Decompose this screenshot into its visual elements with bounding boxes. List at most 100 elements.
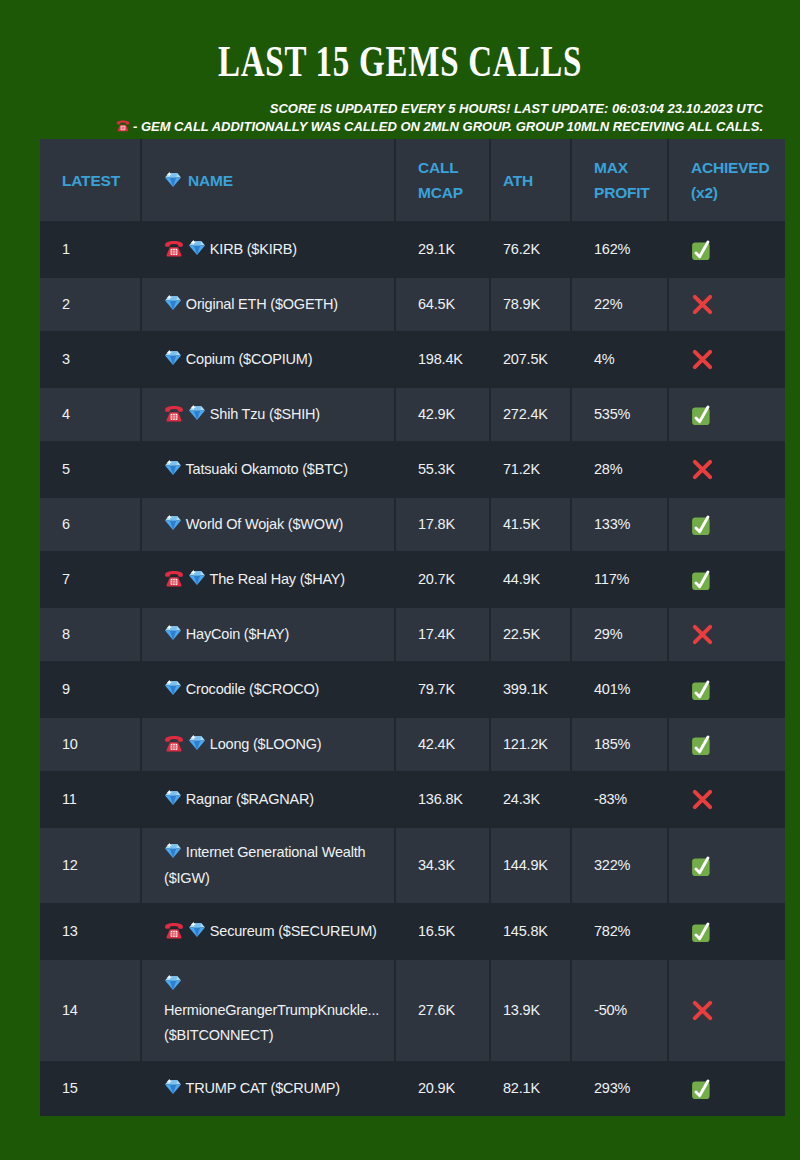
cell-max-profit: 133% — [572, 498, 667, 551]
cell-name: Copium ($COPIUM) — [142, 333, 394, 386]
header-row: LATEST NAME CALL MCAP ATH MAX PROFIT ACH… — [40, 139, 785, 221]
cell-call-mcap: 79.7K — [396, 663, 489, 716]
header-cell-max-profit: MAX PROFIT — [572, 139, 667, 221]
cell-latest: 2 — [40, 278, 140, 331]
check-icon — [691, 1079, 711, 1099]
gem-icon — [164, 171, 182, 189]
table-row: 7 The Real Hay ($HAY) 20.7K 44.9K 117% — [40, 553, 785, 606]
cell-call-mcap: 42.4K — [396, 718, 489, 771]
cell-latest: 11 — [40, 773, 140, 826]
cell-name: HermioneGrangerTrumpKnuckle... ($BITCONN… — [142, 960, 394, 1061]
cell-achieved — [669, 663, 785, 716]
cell-achieved — [669, 443, 785, 496]
cell-latest: 9 — [40, 663, 140, 716]
table-row: 6 World Of Wojak ($WOW) 17.8K 41.5K 133% — [40, 498, 785, 551]
cross-icon — [691, 788, 714, 811]
cell-achieved — [669, 608, 785, 661]
cell-call-mcap: 29.1K — [396, 223, 489, 276]
cell-name: KIRB ($KIRB) — [142, 223, 394, 276]
cell-latest: 15 — [40, 1063, 140, 1116]
header-cell-latest: LATEST — [40, 139, 140, 221]
cell-max-profit: -83% — [572, 773, 667, 826]
cell-name: Internet Generational Wealth ($IGW) — [142, 828, 394, 903]
subtitle-line-1: SCORE IS UPDATED EVERY 5 HOURS! LAST UPD… — [0, 100, 763, 118]
cell-call-mcap: 34.3K — [396, 828, 489, 903]
cell-ath: 145.8K — [491, 905, 570, 958]
cell-latest: 13 — [40, 905, 140, 958]
phone-icon-slot — [116, 119, 133, 134]
check-icon — [691, 856, 711, 876]
cell-name: Original ETH ($OGETH) — [142, 278, 394, 331]
check-icon — [691, 405, 711, 425]
gem-icon — [164, 974, 182, 992]
cell-ath: 78.9K — [491, 278, 570, 331]
phone-icon — [164, 734, 184, 754]
phone-icon — [164, 921, 184, 941]
cell-call-mcap: 42.9K — [396, 388, 489, 441]
check-icon — [691, 240, 711, 260]
check-icon — [691, 515, 711, 535]
table-row: 5 Tatsuaki Okamoto ($BTC) 55.3K 71.2K 28… — [40, 443, 785, 496]
gem-icon — [164, 1078, 182, 1096]
table-row: 3 Copium ($COPIUM) 198.4K 207.5K 4% — [40, 333, 785, 386]
header-cell-achieved: ACHIEVED (x2) — [669, 139, 785, 221]
gem-icon — [164, 349, 182, 367]
cell-name: Tatsuaki Okamoto ($BTC) — [142, 443, 394, 496]
phone-icon — [164, 569, 184, 589]
gem-icon — [188, 239, 206, 257]
cell-call-mcap: 198.4K — [396, 333, 489, 386]
cell-max-profit: 401% — [572, 663, 667, 716]
table-row: 12 Internet Generational Wealth ($IGW) 3… — [40, 828, 785, 903]
cell-call-mcap: 16.5K — [396, 905, 489, 958]
cell-name: World Of Wojak ($WOW) — [142, 498, 394, 551]
cross-icon — [691, 348, 714, 371]
gem-icon — [164, 842, 182, 860]
table-row: 14 HermioneGrangerTrumpKnuckle... ($BITC… — [40, 960, 785, 1061]
cell-max-profit: 4% — [572, 333, 667, 386]
cell-achieved — [669, 553, 785, 606]
cell-max-profit: 535% — [572, 388, 667, 441]
page-title: LAST 15 GEMS CALLS — [100, 0, 700, 87]
cell-ath: 22.5K — [491, 608, 570, 661]
cell-ath: 82.1K — [491, 1063, 570, 1116]
cell-ath: 41.5K — [491, 498, 570, 551]
gem-icon — [188, 404, 206, 422]
cell-max-profit: 162% — [572, 223, 667, 276]
cell-ath: 71.2K — [491, 443, 570, 496]
cell-latest: 5 — [40, 443, 140, 496]
cell-max-profit: 782% — [572, 905, 667, 958]
cell-name: Ragnar ($RAGNAR) — [142, 773, 394, 826]
cell-achieved — [669, 223, 785, 276]
cell-ath: 144.9K — [491, 828, 570, 903]
gem-icon — [164, 294, 182, 312]
gem-icon — [164, 459, 182, 477]
cell-max-profit: 117% — [572, 553, 667, 606]
cell-achieved — [669, 333, 785, 386]
cross-icon — [691, 623, 714, 646]
gems-table: LATEST NAME CALL MCAP ATH MAX PROFIT ACH… — [40, 139, 785, 1116]
cell-latest: 7 — [40, 553, 140, 606]
cell-latest: 6 — [40, 498, 140, 551]
cell-ath: 13.9K — [491, 960, 570, 1061]
cell-latest: 4 — [40, 388, 140, 441]
cell-ath: 399.1K — [491, 663, 570, 716]
table-row: 13 Secureum ($SECUREUM) 16.5K 145.8K 782… — [40, 905, 785, 958]
cell-ath: 272.4K — [491, 388, 570, 441]
cell-call-mcap: 27.6K — [396, 960, 489, 1061]
cell-max-profit: 28% — [572, 443, 667, 496]
cell-achieved — [669, 278, 785, 331]
cell-ath: 44.9K — [491, 553, 570, 606]
cell-call-mcap: 20.9K — [396, 1063, 489, 1116]
cross-icon — [691, 458, 714, 481]
cell-call-mcap: 55.3K — [396, 443, 489, 496]
gem-icon — [164, 514, 182, 532]
cell-name: HayCoin ($HAY) — [142, 608, 394, 661]
cell-latest: 1 — [40, 223, 140, 276]
header-cell-name: NAME — [142, 139, 394, 221]
check-icon — [691, 922, 711, 942]
table-row: 4 Shih Tzu ($SHIH) 42.9K 272.4K 535% — [40, 388, 785, 441]
header-cell-ath: ATH — [491, 139, 570, 221]
cell-name: TRUMP CAT ($CRUMP) — [142, 1063, 394, 1116]
cell-max-profit: -50% — [572, 960, 667, 1061]
cell-achieved — [669, 1063, 785, 1116]
